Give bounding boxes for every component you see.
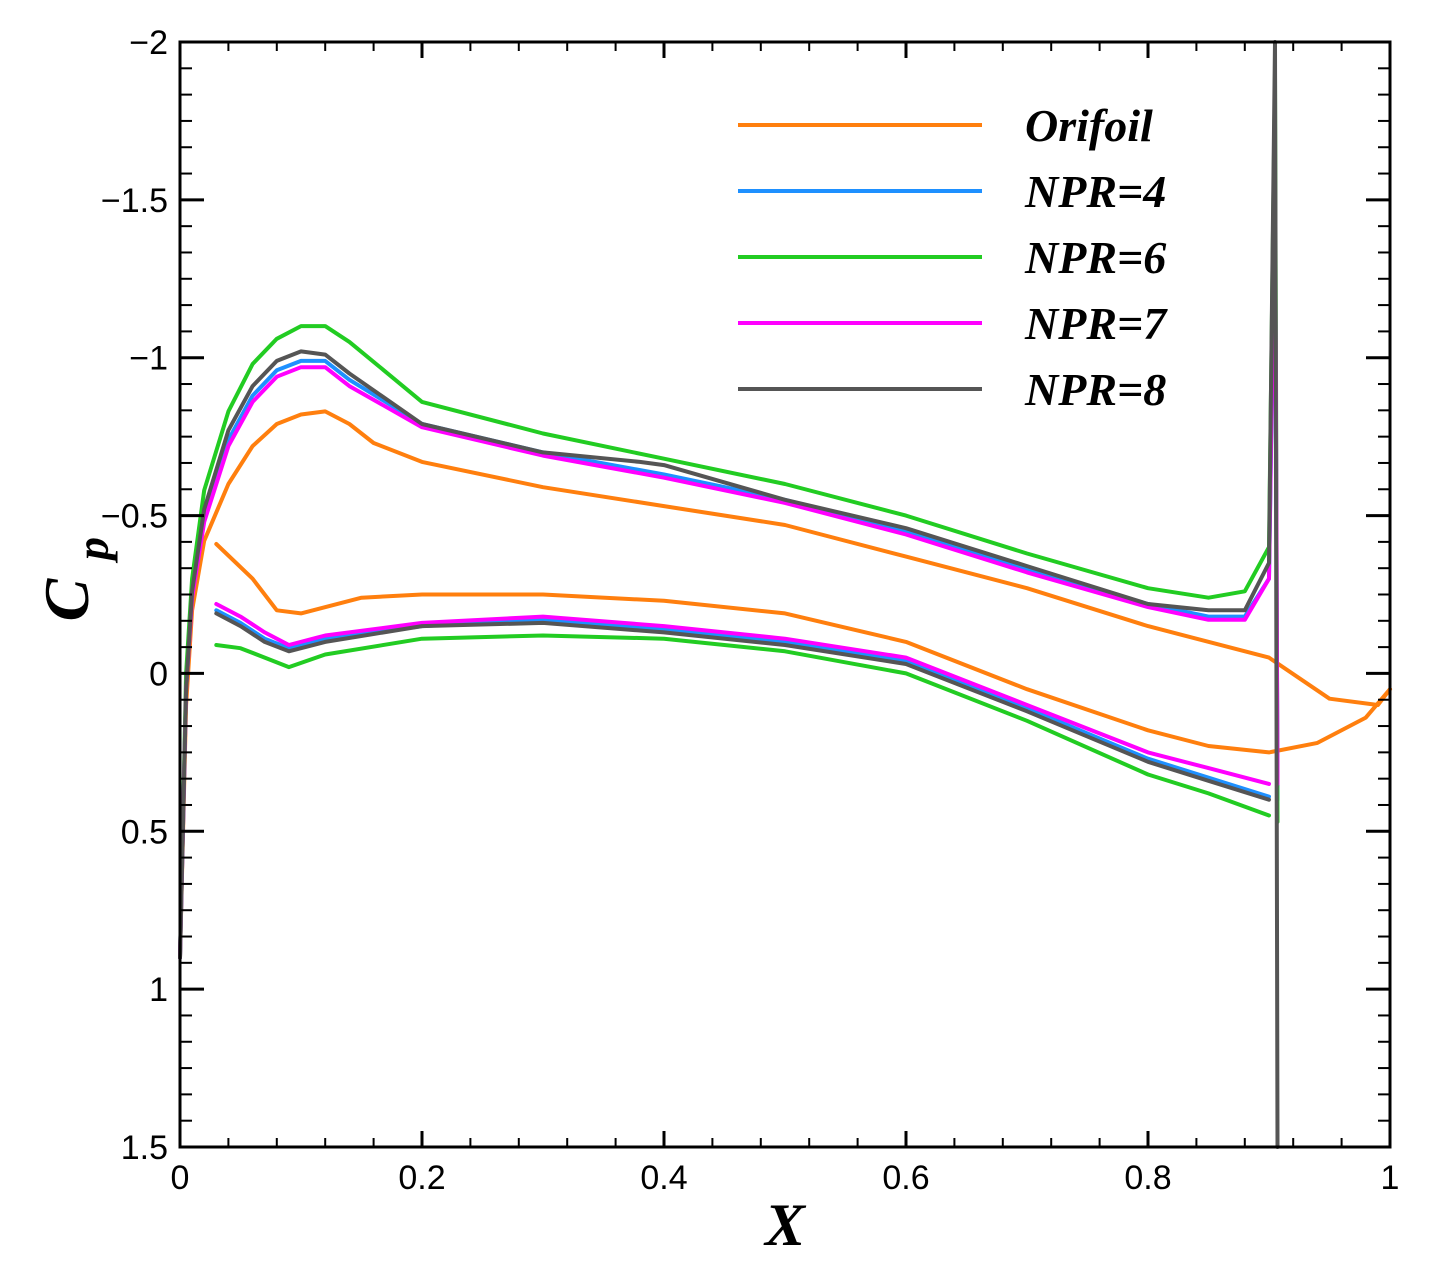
legend: Orifoil NPR=4 NPR=6 NPR=7 NPR=8 [738, 100, 1168, 415]
x-tick-label: 0.6 [882, 1159, 929, 1197]
x-tick-label: 1 [1381, 1159, 1400, 1197]
series-line-5-upper [178, 40, 1280, 1149]
series-line-3-upper [178, 71, 1280, 960]
x-tick-label: 0.8 [1124, 1159, 1171, 1197]
tick-labels-layer: 0 0.2 0.4 0.6 0.8 1 −2 −1.5 −1 −0.5 0 0.5 1 1.5 [101, 24, 1400, 1197]
x-tick-label: 0.4 [640, 1159, 687, 1197]
x-axis-title: X [763, 1192, 807, 1258]
y-axis-title: C p [31, 537, 118, 621]
series-line-2-lower [214, 608, 1271, 799]
y-tick-label: 1 [149, 971, 168, 1009]
y-axis-title-subscript: p [67, 537, 118, 564]
legend-label-5: NPR=8 [1024, 364, 1166, 415]
legend-label-3: NPR=6 [1024, 232, 1166, 283]
y-tick-label: 1.5 [121, 1129, 168, 1167]
legend-label-4: NPR=7 [1024, 298, 1168, 349]
y-tick-label: 0 [149, 655, 168, 693]
series-layer [178, 40, 1392, 1149]
series-line-1-lower [214, 542, 1392, 755]
y-tick-label: −0.5 [101, 498, 168, 536]
series-line-4-lower [214, 602, 1271, 786]
legend-label-1: Orifoil [1025, 100, 1153, 151]
series-line-4-upper [178, 175, 1280, 960]
series-line-1-upper [178, 409, 1392, 960]
series-line-5-lower [214, 611, 1271, 802]
y-tick-label: −1 [129, 340, 168, 378]
x-tick-label: 0.2 [398, 1159, 445, 1197]
y-tick-label: −1.5 [101, 182, 168, 220]
y-tick-label: 0.5 [121, 813, 168, 851]
y-axis-title-main: C [31, 577, 102, 621]
x-tick-label: 0 [171, 1159, 190, 1197]
y-tick-label: −2 [129, 24, 168, 62]
ticks-layer [178, 40, 1392, 1149]
plot-frame [178, 40, 1392, 1149]
series-line-3-lower [214, 633, 1271, 818]
legend-label-2: NPR=4 [1024, 166, 1166, 217]
